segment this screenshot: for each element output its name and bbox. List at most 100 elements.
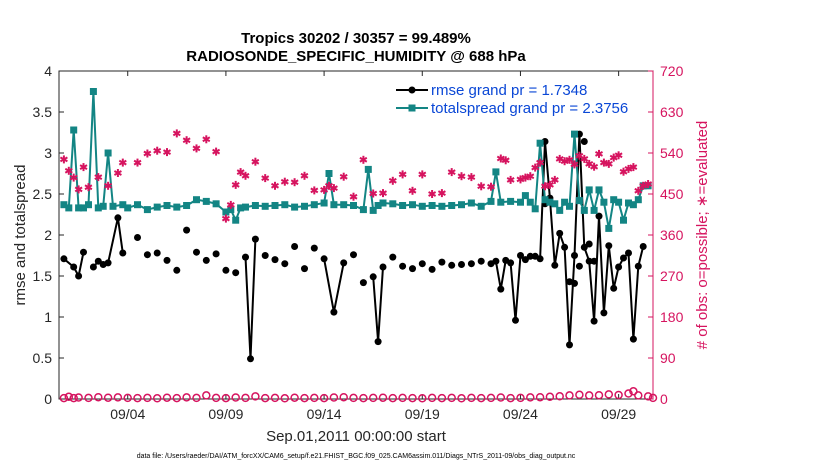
- obs-evaluated-point: [339, 172, 348, 181]
- obs-possible-point: [555, 392, 564, 401]
- rmse-point: [585, 257, 593, 265]
- spread-point: [595, 186, 603, 194]
- spread-point: [291, 203, 299, 211]
- rmse-point: [119, 249, 127, 257]
- rmse-point: [458, 261, 465, 268]
- rmse-point: [615, 263, 623, 271]
- totalspread-series: [60, 88, 652, 232]
- y-right-tick-label: 270: [660, 268, 684, 284]
- obs-possible-point: [614, 390, 623, 400]
- rmse-point: [399, 262, 407, 270]
- spread-point: [251, 202, 259, 209]
- spread-point: [85, 201, 92, 209]
- spread-point: [492, 168, 500, 176]
- obs-possible-point: [143, 393, 152, 403]
- legend-spread-label: totalspread grand pr = 2.3756: [431, 100, 628, 117]
- spread-point: [193, 196, 200, 204]
- obs-evaluated-stroke: [604, 161, 613, 167]
- obs-possible-point: [643, 392, 653, 401]
- rmse-point: [521, 256, 529, 264]
- spread-point: [536, 139, 544, 147]
- y-left-tick-label: 2: [44, 227, 52, 243]
- y-axis-left-label: rmse and totalspread: [12, 165, 29, 306]
- obs-evaluated-point: [545, 180, 554, 189]
- obs-possible-point: [270, 393, 280, 403]
- spread-point: [89, 88, 97, 95]
- obs-evaluated-stroke: [202, 136, 211, 143]
- obs-possible-point: [300, 393, 309, 403]
- obs-evaluated-point: [560, 157, 569, 166]
- obs-evaluated-point: [241, 171, 250, 180]
- rmse-point: [571, 279, 578, 287]
- obs-evaluated-point: [541, 182, 549, 191]
- obs-possible-point: [133, 393, 142, 403]
- obs-possible-point: [545, 392, 555, 402]
- obs-possible-point: [496, 393, 506, 402]
- obs-evaluated-stroke: [531, 164, 540, 171]
- rmse-point: [173, 266, 181, 274]
- obs-evaluated-stroke: [221, 215, 230, 222]
- spread-point: [620, 216, 627, 224]
- legend-rmse-marker: [408, 86, 416, 94]
- obs-evaluated-stroke: [457, 173, 466, 180]
- spread-point: [590, 206, 598, 214]
- obs-evaluated-point: [550, 175, 559, 184]
- spread-point: [438, 202, 446, 210]
- obs-possible-point: [329, 393, 339, 402]
- spread-point: [119, 201, 127, 209]
- rmse-point: [261, 252, 269, 259]
- plot-area: [58, 70, 654, 400]
- rmse-point: [70, 263, 78, 271]
- obs-possible-point: [319, 393, 329, 403]
- obs-possible-point: [457, 394, 466, 403]
- spread-point: [227, 206, 235, 214]
- obs-evaluated-point: [79, 163, 88, 172]
- obs-evaluated-stroke: [501, 157, 510, 164]
- obs-evaluated-stroke: [467, 174, 476, 180]
- y-left-tick-label: 0: [44, 391, 52, 407]
- rmse-point: [153, 249, 161, 257]
- obs-evaluated-point: [271, 181, 279, 190]
- rmse-point: [418, 260, 426, 268]
- spread-point: [507, 197, 515, 205]
- obs-evaluated-stroke: [418, 171, 427, 178]
- axis-ticks: 0 0.5 1 1.5 2 2.5 3 3.5 4 0 90 180 270 360 450 540 630 72…: [33, 63, 684, 422]
- rmse-point: [114, 214, 122, 222]
- spread-point: [301, 202, 308, 210]
- data-file-footer: data file: /Users/raeder/DAI/ATM_forcXX/…: [137, 453, 576, 460]
- obs-evaluated-point: [163, 148, 171, 157]
- obs-evaluated-point: [521, 173, 530, 182]
- obs-evaluated-point: [64, 166, 73, 175]
- obs-evaluated-point: [590, 162, 599, 171]
- obs-evaluated-point: [69, 173, 78, 182]
- obs-evaluated-point: [447, 168, 456, 177]
- obs-evaluated-point: [113, 169, 122, 177]
- spread-point: [477, 202, 485, 210]
- obs-possible-point: [182, 393, 191, 402]
- obs-evaluated-stroke: [536, 159, 545, 166]
- rmse-point: [600, 309, 608, 317]
- obs-evaluated-point: [84, 183, 93, 192]
- rmse-point: [590, 257, 598, 265]
- spread-point: [389, 200, 397, 208]
- rmse-point: [163, 256, 171, 264]
- obs-possible-point: [172, 393, 182, 403]
- obs-evaluated-stroke: [447, 169, 456, 175]
- obs-evaluated-point: [629, 163, 638, 172]
- spread-point: [271, 202, 279, 209]
- y-left-tick-label: 1: [44, 309, 52, 325]
- obs-possible-point: [624, 389, 633, 398]
- rmse-point: [320, 255, 328, 263]
- obs-possible-point: [280, 394, 290, 403]
- spread-point: [124, 204, 132, 212]
- spread-point: [629, 201, 637, 209]
- spread-point: [104, 149, 112, 157]
- y-right-tick-label: 360: [660, 227, 684, 243]
- spread-point: [340, 201, 348, 209]
- rmse-point: [512, 316, 519, 324]
- obs-possible-point: [535, 392, 545, 402]
- obs-possible-point: [506, 393, 515, 403]
- obs-possible-point: [634, 391, 643, 400]
- obs-evaluated-stroke: [590, 163, 599, 170]
- spread-point: [526, 198, 534, 206]
